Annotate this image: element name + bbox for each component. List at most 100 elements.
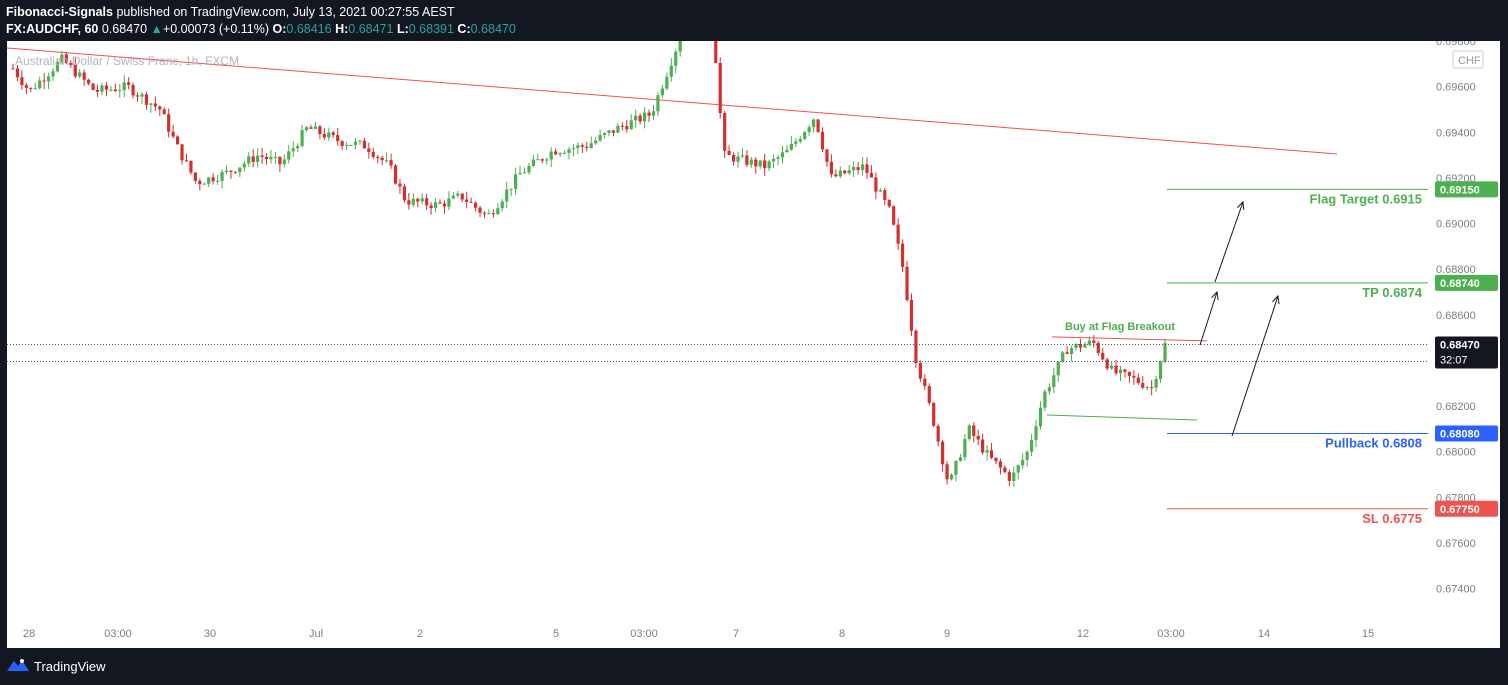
candle <box>131 82 135 99</box>
candle <box>135 92 140 103</box>
candle <box>838 166 842 179</box>
candle <box>932 402 936 428</box>
candle <box>416 197 420 208</box>
candle <box>949 473 954 481</box>
candle <box>380 155 384 166</box>
flag-lower-line <box>1046 414 1198 421</box>
candle-body <box>149 103 153 105</box>
candle-body <box>869 172 874 178</box>
candle-body <box>549 151 553 160</box>
candle-body <box>634 115 638 121</box>
author-name[interactable]: Fibonacci-Signals <box>6 5 113 19</box>
candle-body <box>109 89 113 91</box>
candle <box>629 114 633 130</box>
candle-body <box>175 136 180 145</box>
candle <box>758 160 762 169</box>
candle-body <box>509 188 513 190</box>
candle-body <box>647 112 651 116</box>
candle <box>238 167 242 178</box>
candle <box>336 127 340 146</box>
candle-body <box>749 159 753 165</box>
flag-annotation: Buy at Flag Breakout <box>1065 321 1175 333</box>
candle <box>807 124 811 137</box>
candle <box>442 200 447 214</box>
candle-body <box>780 152 785 158</box>
candle-body <box>865 164 869 173</box>
candle-body <box>438 202 442 204</box>
candle-body <box>985 450 989 453</box>
candle <box>1136 373 1140 385</box>
brand-name[interactable]: TradingView <box>34 659 106 674</box>
candle-body <box>598 135 602 141</box>
time-tick-label: 2 <box>417 628 423 640</box>
candle <box>892 205 896 226</box>
candle <box>1052 367 1056 394</box>
candle <box>1007 469 1011 487</box>
candle <box>549 147 553 167</box>
candle <box>473 201 478 212</box>
candle <box>1127 371 1132 383</box>
candle-body <box>167 114 171 132</box>
candle-body <box>540 159 544 161</box>
candle-body <box>1083 344 1087 348</box>
candle-body <box>736 156 740 162</box>
candle-body <box>180 144 184 161</box>
candle <box>874 172 878 200</box>
candle-body <box>38 80 42 89</box>
candle-body <box>829 161 834 175</box>
candle <box>260 147 264 165</box>
candle-body <box>1016 465 1020 473</box>
candle-body <box>411 198 415 205</box>
candle-body <box>976 435 980 440</box>
symbol-label: FX:AUDCHF, 60 <box>6 22 99 36</box>
candle <box>300 124 304 148</box>
candle-body <box>531 159 536 166</box>
candle <box>456 190 460 198</box>
open-label: O: <box>272 22 287 36</box>
candle <box>202 182 206 185</box>
candle <box>1043 389 1047 412</box>
candle-body <box>211 177 215 182</box>
candle <box>247 152 251 167</box>
candle-body <box>874 177 878 192</box>
candle <box>576 142 580 154</box>
candle-body <box>505 189 509 202</box>
candle <box>362 137 366 149</box>
candle <box>331 130 335 138</box>
candle-body <box>398 183 402 187</box>
price-tick-label: 0.69400 <box>1436 127 1476 139</box>
candle <box>1038 401 1043 430</box>
candle-body <box>233 171 237 173</box>
candle <box>11 63 15 70</box>
candle <box>647 109 651 123</box>
candle <box>562 150 567 155</box>
price-chart[interactable]: Flag Target 0.6915 TP 0.6874 Pullback 0.68… <box>7 41 1500 648</box>
chart-area[interactable]: Flag Target 0.6915 TP 0.6874 Pullback 0.68… <box>7 41 1500 648</box>
candle-body <box>589 143 593 148</box>
candle-body <box>287 151 291 160</box>
candle <box>1163 338 1167 364</box>
candle-body <box>296 146 300 149</box>
candle-body <box>825 149 829 162</box>
level-axis-tag <box>1435 425 1498 442</box>
candle-body <box>998 461 1003 468</box>
candle <box>798 136 802 144</box>
candle <box>611 130 616 137</box>
candle-body <box>264 156 269 160</box>
candle-body <box>420 198 424 202</box>
candle-body <box>29 87 33 89</box>
level-label: Pullback 0.6808 <box>1325 435 1422 450</box>
candle <box>771 154 776 168</box>
candle-body <box>1136 377 1140 384</box>
price-tick-label: 0.69600 <box>1436 82 1476 94</box>
candle <box>140 92 144 105</box>
candle <box>794 137 798 148</box>
candle <box>998 458 1003 475</box>
candle <box>175 135 180 145</box>
candle <box>491 209 495 218</box>
candle <box>269 149 273 164</box>
time-tick-label: 03:00 <box>1157 628 1185 640</box>
candle-body <box>15 68 20 78</box>
candle-body <box>629 120 633 130</box>
candle-body <box>242 163 246 168</box>
